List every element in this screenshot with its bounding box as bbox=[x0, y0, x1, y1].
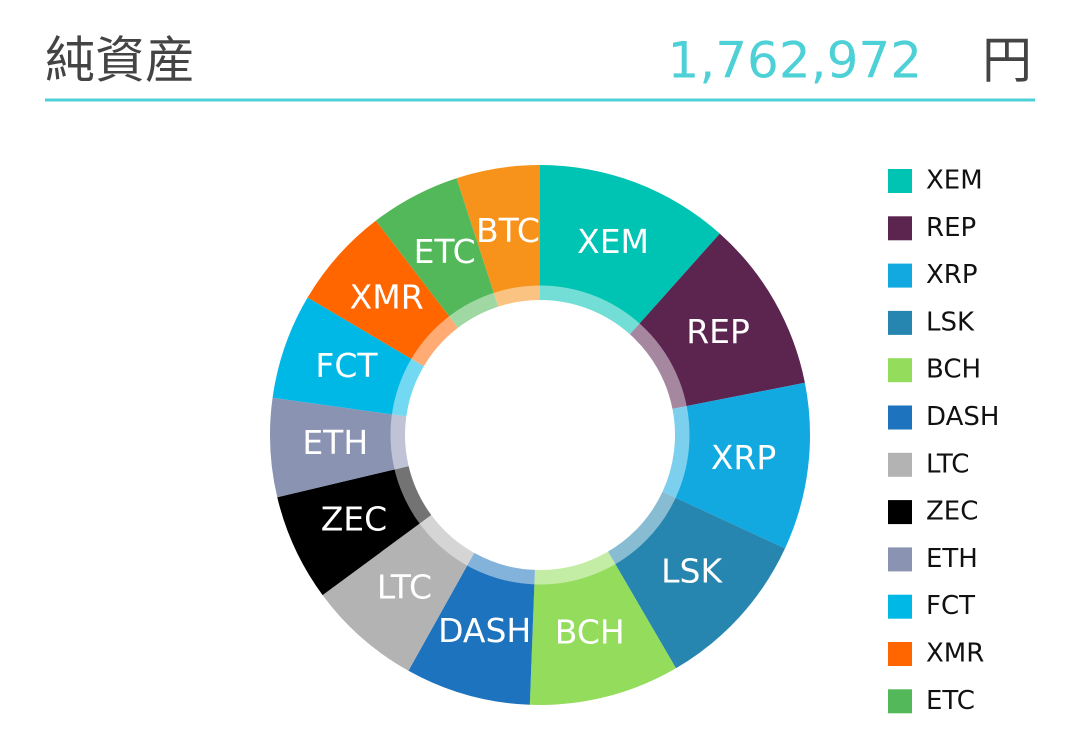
legend-swatch bbox=[888, 594, 912, 619]
slice-label: XMR bbox=[350, 277, 424, 316]
header-unit: 円 bbox=[982, 32, 1032, 90]
legend-label: DASH bbox=[926, 402, 999, 432]
slice-label: BCH bbox=[555, 612, 625, 651]
slice-label: DASH bbox=[438, 611, 531, 650]
legend-label: ETC bbox=[926, 686, 975, 716]
donut-slice bbox=[456, 165, 540, 307]
slice-label: BTC bbox=[476, 211, 540, 250]
slice-label: LTC bbox=[377, 567, 432, 606]
slice-label: FCT bbox=[315, 346, 378, 385]
legend-swatch bbox=[888, 263, 912, 288]
header-title: 純資産 bbox=[45, 32, 195, 90]
slice-label: XRP bbox=[711, 438, 776, 477]
legend-label: XMR bbox=[926, 639, 984, 669]
slice-label: REP bbox=[686, 312, 750, 351]
slice-label: XEM bbox=[577, 222, 649, 261]
legend-label: LSK bbox=[926, 307, 975, 337]
donut-slice bbox=[322, 515, 475, 671]
donut-slice bbox=[272, 297, 424, 417]
header-amount: 1,762,972 bbox=[668, 32, 922, 90]
slice-label: LSK bbox=[661, 551, 723, 590]
legend-label: REP bbox=[926, 213, 976, 243]
legend-swatch bbox=[888, 500, 912, 525]
slice-label: ETC bbox=[414, 232, 476, 271]
legend-swatch bbox=[888, 452, 912, 477]
legend-swatch bbox=[888, 689, 912, 714]
donut-slice bbox=[629, 233, 805, 409]
inner-ring bbox=[390, 285, 690, 585]
legend-label: XRP bbox=[926, 260, 978, 290]
legend-swatch bbox=[888, 405, 912, 430]
legend-swatch bbox=[888, 642, 912, 666]
slice-label: ETH bbox=[302, 423, 368, 462]
donut-slice bbox=[529, 551, 676, 706]
legend-swatch bbox=[888, 358, 912, 383]
donut-slice bbox=[607, 491, 786, 669]
donut-slice bbox=[662, 382, 810, 549]
legend-label: ETH bbox=[926, 544, 978, 574]
legend-label: BCH bbox=[926, 355, 981, 385]
slice-label: ZEC bbox=[321, 500, 388, 539]
legend-label: FCT bbox=[926, 591, 975, 621]
legend-swatch bbox=[888, 310, 912, 335]
legend-label: XEM bbox=[926, 166, 983, 196]
donut-slice bbox=[307, 220, 458, 367]
donut-hole bbox=[406, 301, 674, 569]
donut-slice bbox=[375, 178, 499, 328]
legend-swatch bbox=[888, 547, 912, 572]
legend-swatch bbox=[888, 169, 912, 193]
donut-slice bbox=[269, 397, 409, 498]
donut-slice bbox=[408, 552, 535, 705]
legend-label: ZEC bbox=[926, 497, 978, 527]
legend-label: LTC bbox=[926, 449, 969, 479]
legend-swatch bbox=[888, 216, 912, 241]
donut-slice bbox=[540, 165, 720, 335]
donut-slice bbox=[277, 466, 432, 596]
